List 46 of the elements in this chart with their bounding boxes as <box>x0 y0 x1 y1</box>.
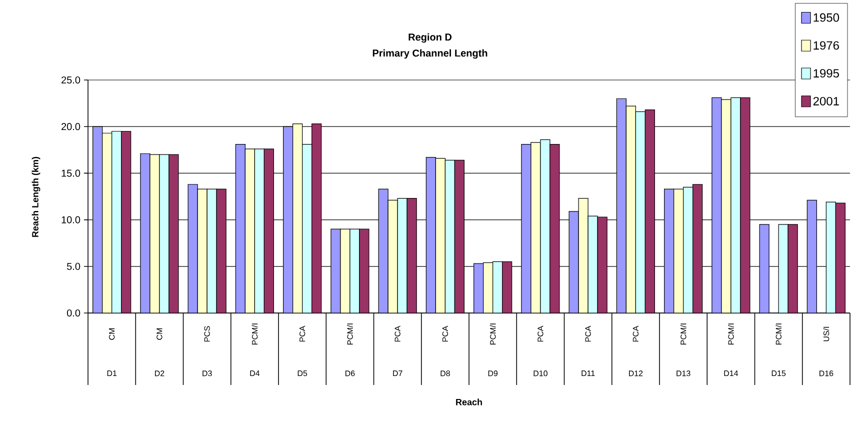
chart-subtitle: Primary Channel Length <box>372 49 488 59</box>
chart-title: Region D <box>408 33 452 43</box>
text: PCM/I <box>728 324 734 344</box>
text: PCM/I <box>680 324 686 344</box>
x-tick-label: D8 <box>440 370 450 376</box>
x-tick-label: D3 <box>202 370 212 376</box>
x-axis-title: Reach <box>456 398 482 406</box>
x-tick-label: D16 <box>820 370 834 376</box>
legend-label: 1976 <box>814 41 839 50</box>
x-tick-label: D9 <box>488 370 498 376</box>
x-tick-label: D1 <box>107 370 117 376</box>
x-tick-label: D12 <box>629 370 643 376</box>
y-tick-label: 15.0 <box>62 170 80 177</box>
y-tick-label: 25.0 <box>62 76 80 84</box>
x-tick-label: D5 <box>298 370 308 376</box>
x-tick-label: D6 <box>345 370 355 376</box>
text: PCM/I <box>776 324 782 344</box>
text: PCA <box>632 326 639 342</box>
x-tick-label: D14 <box>724 370 738 376</box>
y-axis-title: Reach Length (km) <box>32 156 40 237</box>
text: PCA <box>585 326 591 342</box>
y-tick-label: 5.0 <box>66 262 80 270</box>
text: CM <box>108 328 115 340</box>
text: PCM/I <box>252 324 258 344</box>
text: PCA <box>442 326 448 342</box>
text: PCM/I <box>490 324 496 344</box>
x-tick-label: D4 <box>250 370 260 376</box>
legend-label: 2001 <box>813 96 839 106</box>
x-tick-label: D13 <box>676 370 690 376</box>
text: PCM/I <box>347 324 353 344</box>
text: PCA <box>299 326 306 342</box>
x-tick-label: D11 <box>582 370 595 376</box>
y-tick-label: 0.0 <box>66 309 80 317</box>
legend-label: 1950 <box>814 13 840 22</box>
x-tick-label: D15 <box>772 370 786 376</box>
text: CM <box>156 328 162 340</box>
y-tick-label: 10.0 <box>62 216 80 224</box>
text: PCA <box>538 326 544 342</box>
x-tick-label: D2 <box>154 370 164 376</box>
text: PCA <box>394 326 400 342</box>
text: US/I <box>823 326 830 342</box>
y-tick-label: 20.0 <box>62 123 80 130</box>
x-tick-label: D7 <box>393 370 402 376</box>
x-tick-label: D10 <box>534 370 548 376</box>
text: PCS <box>204 326 210 342</box>
legend-label: 1995 <box>814 69 839 78</box>
